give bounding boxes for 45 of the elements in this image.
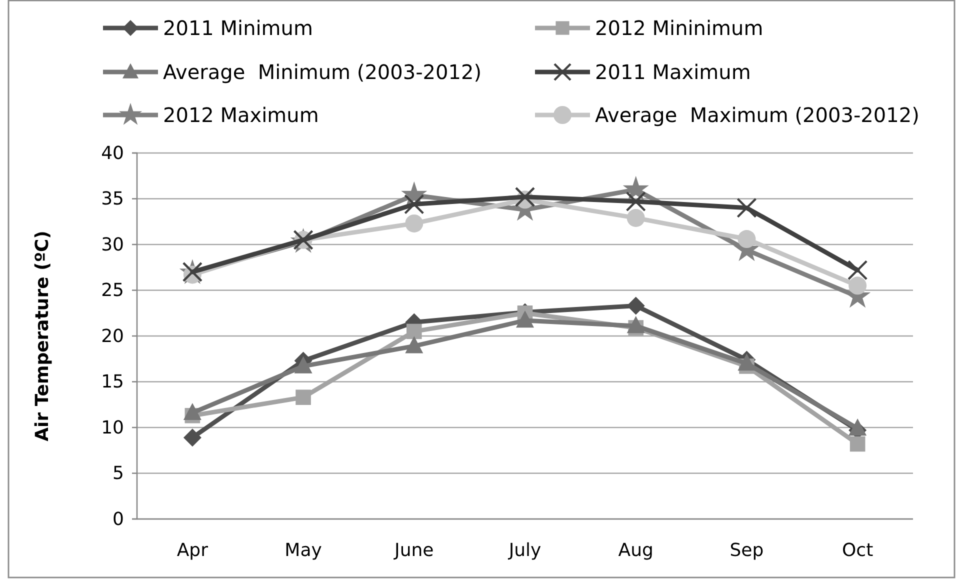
legend-label: Average Maximum (2003-2012) xyxy=(595,103,920,127)
y-tick-label: 15 xyxy=(101,372,124,393)
point xyxy=(848,418,867,436)
point xyxy=(183,402,202,420)
x-tick-label: Apr xyxy=(176,540,209,561)
point xyxy=(183,428,202,447)
point xyxy=(848,276,867,295)
y-tick-label: 25 xyxy=(101,280,124,302)
point xyxy=(404,194,424,214)
x-tick-label: Sep xyxy=(730,540,764,561)
y-tick-label: 0 xyxy=(112,508,124,530)
legend-label: 2012 Mininimum xyxy=(595,16,764,40)
point xyxy=(847,260,868,280)
x-tick-label: July xyxy=(508,540,542,561)
point xyxy=(296,390,311,405)
y-tick-label: 10 xyxy=(101,417,124,438)
point xyxy=(294,356,312,374)
point xyxy=(738,230,756,248)
legend-label: 2011 Minimum xyxy=(163,16,313,40)
legend-label: 2011 Maximum xyxy=(595,60,751,84)
point xyxy=(406,324,422,340)
point xyxy=(626,191,646,212)
point xyxy=(626,316,645,334)
point xyxy=(514,186,536,208)
y-tick-label: 40 xyxy=(101,142,124,164)
point xyxy=(626,208,645,227)
point xyxy=(850,436,866,452)
y-axis-title: Air Temperature (ºC) xyxy=(32,230,53,442)
point xyxy=(626,296,645,315)
point xyxy=(738,354,756,371)
point xyxy=(736,198,757,218)
point xyxy=(405,214,424,232)
x-tick-label: May xyxy=(284,540,322,561)
legend-label: 2012 Maximum xyxy=(163,103,319,127)
x-tick-label: Oct xyxy=(842,540,874,561)
y-tick-label: 5 xyxy=(112,463,124,484)
x-tick-label: June xyxy=(394,540,434,561)
legend-label: Average Minimum (2003-2012) xyxy=(163,60,482,84)
x-tick-label: Aug xyxy=(618,540,654,561)
y-tick-label: 20 xyxy=(101,326,124,347)
point xyxy=(516,310,534,328)
point xyxy=(405,336,424,354)
point xyxy=(622,176,649,201)
y-tick-label: 30 xyxy=(101,234,124,256)
y-tick-label: 35 xyxy=(101,188,124,210)
